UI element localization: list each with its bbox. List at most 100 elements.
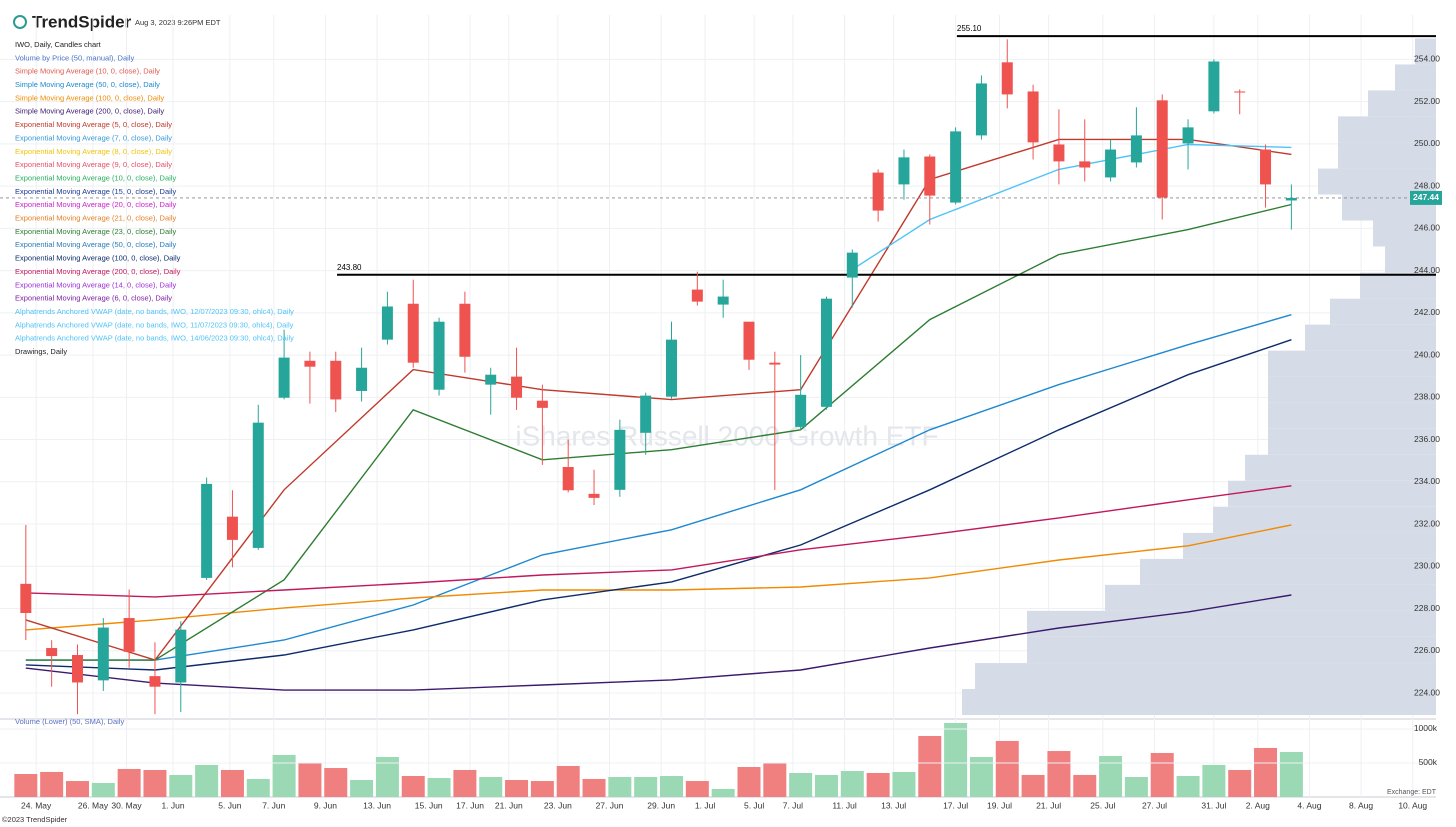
- indicator-line: [25, 524, 1292, 631]
- x-tick-label: 29. Jun: [647, 800, 675, 810]
- x-tick-label: 4. Aug: [1297, 800, 1321, 810]
- legend: IWO, Daily, Candles chart Volume by Price…: [15, 40, 294, 356]
- volume-profile-bar: [1368, 90, 1436, 117]
- volume-bar: [556, 765, 580, 797]
- y-tick-label: 232.00: [1414, 518, 1440, 528]
- volume-bar: [220, 769, 244, 797]
- legend-entry: Alphatrends Anchored VWAP (date, no band…: [15, 307, 294, 316]
- y-tick-label: 228.00: [1414, 603, 1440, 613]
- brand: TrendSpider: [32, 12, 132, 31]
- level-label: 255.10: [957, 24, 982, 33]
- volume-bar: [530, 781, 554, 797]
- x-tick-label: 17. Jul: [943, 800, 968, 810]
- y-tick-label: 242.00: [1414, 307, 1440, 317]
- watermark: iShares Russell 2000 Growth ETF: [515, 420, 938, 451]
- candle-body: [1105, 149, 1117, 178]
- x-tick-label: 21. Jul: [1036, 800, 1061, 810]
- volume-bar: [246, 778, 270, 797]
- volume-bar: [350, 779, 374, 797]
- y-tick-label: 224.00: [1414, 687, 1440, 697]
- volume-bar: [1099, 755, 1123, 797]
- y-tick-label: 236.00: [1414, 434, 1440, 444]
- x-tick-label: 26. May: [78, 800, 109, 810]
- legend-entry: Exponential Moving Average (20, 0, close…: [15, 200, 176, 209]
- legend-entry: Exponential Moving Average (6, 0, close)…: [15, 294, 172, 303]
- candle-body: [97, 627, 109, 681]
- candle-body: [1079, 161, 1091, 168]
- candle-body: [717, 296, 729, 305]
- candle-body: [71, 655, 83, 683]
- candle-body: [1027, 91, 1039, 143]
- legend-entry: Drawings, Daily: [15, 347, 67, 356]
- y-tick-label: 226.00: [1414, 645, 1440, 655]
- volume-bar: [1202, 764, 1226, 797]
- candle-body: [1260, 149, 1272, 185]
- x-tick-label: 13. Jun: [363, 800, 391, 810]
- candle-body: [846, 252, 858, 278]
- legend-entry: Exponential Moving Average (200, 0, clos…: [15, 267, 181, 276]
- candle-body: [820, 298, 832, 407]
- y-tick-label: 230.00: [1414, 561, 1440, 571]
- volume-profile-bar: [1183, 532, 1436, 559]
- legend-entry: Exponential Moving Average (14, 0, close…: [15, 280, 176, 289]
- candle-body: [588, 493, 600, 498]
- y-tick-label: 252.00: [1414, 96, 1440, 106]
- x-tick-label: 31. Jul: [1201, 800, 1226, 810]
- candle-body: [356, 367, 368, 391]
- volume-profile-bar: [1360, 272, 1436, 299]
- volume-bar: [944, 722, 968, 797]
- legend-entry: Alphatrends Anchored VWAP (date, no band…: [15, 334, 294, 343]
- volume-bar: [298, 762, 322, 797]
- legend-entry: Exponential Moving Average (8, 0, close)…: [15, 147, 172, 156]
- candle-body: [1208, 61, 1220, 112]
- volume-bar: [1021, 774, 1045, 797]
- x-tick-label: 21. Jun: [495, 800, 523, 810]
- candle-body: [20, 583, 32, 613]
- indicator-line: [25, 485, 1292, 598]
- candle-body: [1001, 62, 1013, 95]
- y-tick-label: 238.00: [1414, 392, 1440, 402]
- volume-bar: [1279, 751, 1303, 797]
- x-tick-label: 1. Jul: [695, 800, 715, 810]
- volume-bar: [892, 771, 916, 797]
- legend-entry: Exponential Moving Average (9, 0, close)…: [15, 160, 172, 169]
- volume-profile-bar: [1268, 402, 1436, 429]
- candle-body: [252, 422, 264, 548]
- x-tick-label: 5. Jul: [744, 800, 764, 810]
- indicator-line: [25, 594, 1292, 691]
- x-tick-label: 24. May: [21, 800, 52, 810]
- volume-title: Volume (Lower) (50, SMA), Daily: [15, 717, 124, 726]
- y-tick-label: 244.00: [1414, 265, 1440, 275]
- legend-entry: Simple Moving Average (200, 0, close), D…: [15, 107, 164, 116]
- legend-entry: Exponential Moving Average (5, 0, close)…: [15, 120, 172, 129]
- volume-profile-bar: [1385, 246, 1436, 273]
- exchange-label: Exchange: EDT: [1387, 789, 1437, 796]
- candle-body: [872, 172, 884, 211]
- volume-profile-bar: [1318, 168, 1436, 195]
- volume-bar: [117, 768, 141, 797]
- legend-title: IWO, Daily, Candles chart: [15, 40, 102, 49]
- candle-body: [175, 629, 187, 683]
- candle-body: [1053, 144, 1065, 162]
- indicator-line: [25, 314, 1292, 661]
- volume-profile-bar: [1268, 350, 1436, 377]
- legend-entry: Simple Moving Average (10, 0, close), Da…: [15, 67, 160, 76]
- x-tick-label: 2. Aug: [1246, 800, 1270, 810]
- volume-profile-bar: [1268, 428, 1436, 455]
- volume-profile-bar: [1415, 38, 1436, 65]
- volume-bar: [763, 762, 787, 797]
- volume-bar: [1228, 769, 1252, 797]
- x-tick-label: 27. Jul: [1142, 800, 1167, 810]
- volume-bar: [91, 782, 115, 797]
- volume-bar: [866, 772, 890, 797]
- volume-bar: [505, 779, 529, 797]
- logo-icon: [13, 15, 27, 29]
- volume-profile-bar: [1027, 636, 1436, 664]
- volume-bar: [40, 771, 64, 797]
- candle-body: [691, 289, 703, 302]
- volume-bar: [427, 778, 451, 797]
- volume-bar: [324, 768, 348, 797]
- volume-profile-bar: [962, 689, 1436, 715]
